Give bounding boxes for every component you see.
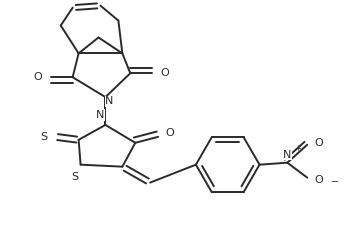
Text: O: O	[166, 128, 174, 138]
Text: N: N	[105, 96, 114, 106]
Text: S: S	[71, 172, 78, 182]
Text: −: −	[331, 177, 339, 187]
Text: O: O	[315, 138, 324, 148]
Text: O: O	[33, 72, 42, 82]
Text: N: N	[96, 110, 105, 120]
Text: O: O	[161, 68, 169, 78]
Text: S: S	[40, 132, 47, 142]
Text: +: +	[294, 144, 301, 153]
Text: O: O	[315, 175, 324, 184]
Text: N: N	[283, 150, 292, 160]
